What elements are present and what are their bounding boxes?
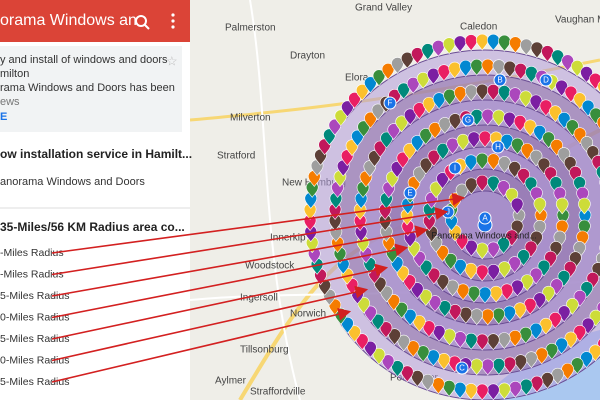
place-label: Woodstock [245, 261, 295, 272]
marker-letter: B [497, 76, 502, 85]
radius-item[interactable]: 5-Miles Radius [0, 290, 69, 302]
radius-title: 35-Miles/56 KM Radius area co... [0, 220, 185, 234]
marker-letter: F [388, 99, 393, 108]
place-label: Tillsonburg [240, 345, 289, 356]
panel-title: orama Windows an [0, 12, 137, 29]
marker-letter: D [543, 76, 549, 85]
marker-letter: G [465, 116, 471, 125]
place-label: Aylmer [215, 376, 247, 387]
radius-item[interactable]: 0-Miles Radius [0, 311, 69, 323]
place-label: Stratford [217, 151, 255, 162]
place-label: Drayton [290, 51, 325, 62]
layer-title: ow installation service in Hamilt... [0, 147, 192, 161]
more-link[interactable]: E [0, 111, 7, 123]
marker-letter: H [495, 143, 501, 152]
place-label: Milverton [230, 113, 271, 124]
description: ews [0, 96, 20, 108]
place-label: Straffordville [250, 387, 306, 398]
marker-letter: A [482, 214, 488, 223]
radius-item[interactable]: 5-Miles Radius [0, 333, 69, 345]
menu-icon[interactable] [171, 13, 174, 28]
radius-item[interactable]: 5-Miles Radius [0, 376, 69, 388]
description: milton [0, 68, 29, 80]
center-label: Panorama Windows and... [431, 230, 537, 240]
place-label: Palmerston [225, 23, 276, 34]
place-label: Caledon [460, 22, 497, 33]
marker-letter: E [407, 189, 412, 198]
place-label: Vaughan M [555, 15, 600, 26]
description: y and install of windows and doors [0, 54, 168, 66]
marker-letter: I [454, 164, 456, 173]
marker-letter: C [459, 364, 465, 373]
star-icon[interactable]: ☆ [166, 53, 178, 68]
marker-letter: J [446, 208, 450, 217]
radius-item[interactable]: 0-Miles Radius [0, 354, 69, 366]
description: rama Windows and Doors has been [0, 82, 175, 94]
layer-item[interactable]: anorama Windows and Doors [0, 176, 145, 188]
place-label: Grand Valley [355, 3, 412, 14]
